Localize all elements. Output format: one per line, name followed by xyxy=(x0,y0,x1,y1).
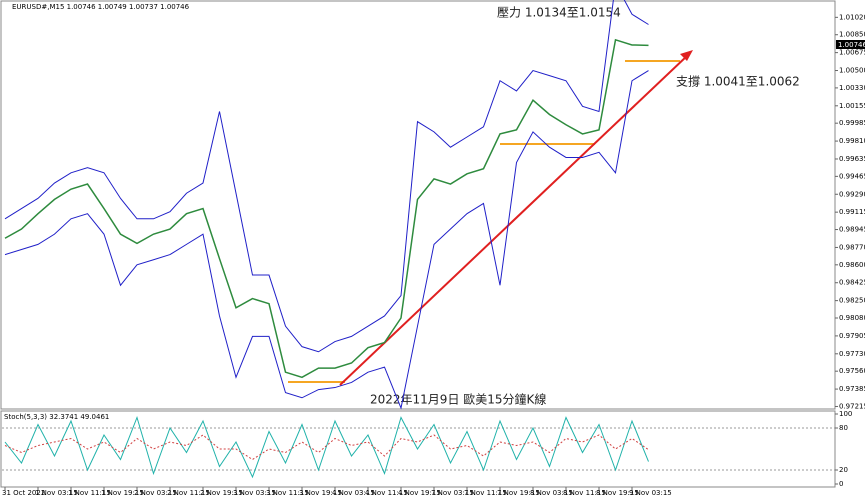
last-price-label: 1.00746 xyxy=(838,41,865,49)
y-tick-label: 0 xyxy=(839,480,843,488)
series-line xyxy=(4,0,649,353)
y-tick-label: 1.00155 xyxy=(839,102,865,110)
y-tick-label: 1.00500 xyxy=(839,67,865,75)
y-tick-label: 100 xyxy=(839,410,852,418)
series-line xyxy=(4,434,649,461)
resistance-note: 壓力 1.0134至1.0154 xyxy=(497,6,621,20)
x-tick-label: 1 Nov 19:15 xyxy=(101,489,144,497)
series-line xyxy=(4,70,649,410)
x-tick-label: 8 Nov 19:15 xyxy=(596,489,639,497)
arrow-head xyxy=(680,50,693,61)
x-tick-label: 7 Nov 19:15 xyxy=(497,489,540,497)
last-price-box xyxy=(836,40,865,49)
x-tick-label: 4 Nov 11:15 xyxy=(365,489,408,497)
x-tick-label: 2 Nov 19:15 xyxy=(200,489,243,497)
x-tick-label: 7 Nov 11:15 xyxy=(464,489,507,497)
x-tick-label: 8 Nov 11:15 xyxy=(563,489,606,497)
x-tick-label: 8 Nov 03:15 xyxy=(530,489,573,497)
trend-arrow xyxy=(339,54,689,386)
y-tick-label: 1.00850 xyxy=(839,31,865,39)
y-tick-label: 0.99115 xyxy=(839,208,865,216)
series-line xyxy=(4,38,649,379)
y-tick-label: 1.01020 xyxy=(839,13,865,21)
y-tick-label: 1.00330 xyxy=(839,84,865,92)
x-tick-label: 4 Nov 03:15 xyxy=(332,489,375,497)
stoch-frame xyxy=(0,410,836,488)
y-tick-label: 0.98945 xyxy=(839,226,865,234)
y-tick-label: 20 xyxy=(839,466,848,474)
y-tick-label: 0.97215 xyxy=(839,402,865,410)
y-tick-label: 1.00675 xyxy=(839,49,865,57)
x-tick-label: 2 Nov 03:15 xyxy=(134,489,177,497)
y-tick-label: 0.97905 xyxy=(839,332,865,340)
x-tick-label: 31 Oct 2022 xyxy=(2,489,45,497)
y-tick-label: 0.99465 xyxy=(839,172,865,180)
x-tick-label: 7 Nov 03:15 xyxy=(431,489,474,497)
x-tick-label: 1 Nov 11:15 xyxy=(68,489,111,497)
y-tick-label: 80 xyxy=(839,424,848,432)
x-tick-label: 2 Nov 11:15 xyxy=(167,489,210,497)
chart-caption: 2022年11月9日 歐美15分鐘K線 xyxy=(370,392,546,407)
support-lines xyxy=(288,60,680,383)
x-tick-label: 9 Nov 03:15 xyxy=(629,489,672,497)
support-note: 支撐 1.0041至1.0062 xyxy=(676,75,800,89)
main-frame xyxy=(0,0,836,410)
x-tick-label: 3 Nov 03:15 xyxy=(233,489,276,497)
x-tick-label: 1 Nov 03:15 xyxy=(35,489,78,497)
y-tick-label: 0.97385 xyxy=(839,385,865,393)
stoch-header: Stoch(5,3,3) 32.3741 49.0461 xyxy=(4,413,109,421)
y-tick-label: 0.99635 xyxy=(839,155,865,163)
symbol-header: EURUSD#,M15 1.00746 1.00749 1.00737 1.00… xyxy=(12,3,190,11)
y-tick-label: 0.98425 xyxy=(839,279,865,287)
x-tick-label: 3 Nov 19:15 xyxy=(299,489,342,497)
y-tick-label: 0.99985 xyxy=(839,119,865,127)
x-tick-label: 3 Nov 11:15 xyxy=(266,489,309,497)
x-tick-label: 4 Nov 19:15 xyxy=(398,489,441,497)
